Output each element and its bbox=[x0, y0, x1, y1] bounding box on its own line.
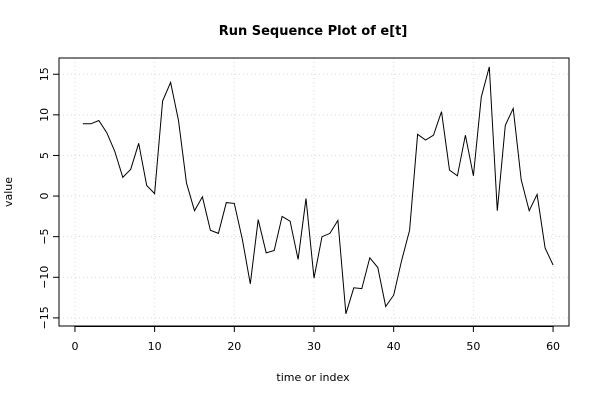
y-tick-label: −10 bbox=[38, 266, 51, 289]
y-tick-label: 15 bbox=[38, 67, 51, 81]
grid bbox=[59, 58, 569, 326]
x-tick-label: 30 bbox=[307, 340, 321, 353]
y-tick-label: 10 bbox=[38, 108, 51, 122]
y-tick-label: 0 bbox=[38, 193, 51, 200]
x-tick-label: 60 bbox=[546, 340, 560, 353]
x-tick-label: 40 bbox=[387, 340, 401, 353]
x-axis: 0 10 20 30 40 50 60 bbox=[71, 326, 560, 353]
x-tick-label: 50 bbox=[466, 340, 480, 353]
y-tick-label: −5 bbox=[38, 229, 51, 245]
y-axis: −15 −10 −5 0 5 10 15 bbox=[38, 67, 59, 329]
chart-title: Run Sequence Plot of e[t] bbox=[219, 24, 408, 39]
y-tick-label: −15 bbox=[38, 306, 51, 329]
series-line bbox=[82, 66, 554, 314]
y-tick-label: 5 bbox=[38, 152, 51, 159]
x-tick-label: 0 bbox=[71, 340, 78, 353]
y-axis-label: value bbox=[2, 177, 15, 207]
x-axis-label: time or index bbox=[276, 371, 350, 384]
x-tick-label: 10 bbox=[148, 340, 162, 353]
x-tick-label: 20 bbox=[227, 340, 241, 353]
